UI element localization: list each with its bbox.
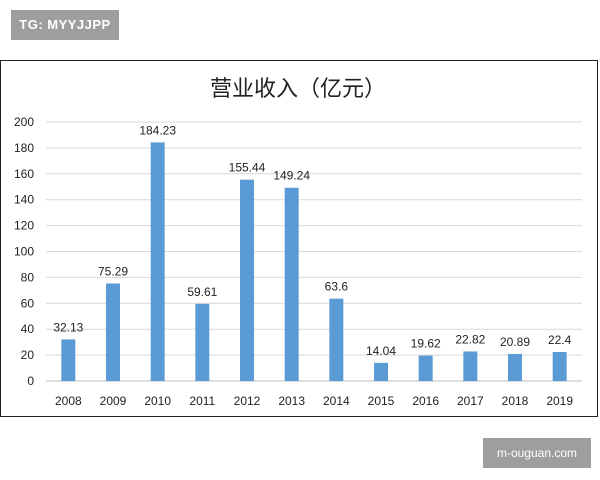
y-tick-label: 160 (14, 167, 34, 181)
y-tick-label: 140 (14, 193, 34, 207)
x-tick-label: 2019 (546, 394, 573, 408)
bar-2010 (150, 142, 165, 381)
watermark-bottom-badge: m-ouguan.com (483, 438, 591, 468)
data-label-2012: 155.44 (229, 161, 266, 175)
y-tick-label: 120 (14, 219, 34, 233)
x-tick-label: 2017 (457, 394, 484, 408)
y-tick-label: 180 (14, 141, 34, 155)
y-tick-label: 40 (21, 322, 35, 336)
data-label-2010: 184.23 (139, 123, 176, 137)
data-label-2011: 59.61 (187, 285, 217, 299)
data-label-2009: 75.29 (98, 264, 128, 278)
x-tick-label: 2015 (368, 394, 395, 408)
x-tick-label: 2012 (234, 394, 261, 408)
bar-2009 (106, 283, 120, 381)
x-tick-label: 2010 (144, 394, 171, 408)
bar-2014 (329, 298, 344, 381)
y-tick-label: 200 (14, 115, 34, 129)
y-tick-label: 0 (27, 374, 34, 388)
y-tick-label: 100 (14, 245, 34, 259)
bar-2018 (508, 353, 522, 381)
watermark-top-badge: TG: MYYJJPP (11, 10, 119, 40)
y-tick-label: 80 (21, 270, 35, 284)
y-axis-ticks: 0 20 40 60 80 100 120 140 160 180 200 (14, 115, 34, 388)
data-label-2018: 20.89 (500, 335, 530, 349)
data-label-2013: 149.24 (273, 169, 310, 183)
bar-2013 (284, 187, 299, 381)
bar-2016 (418, 355, 433, 381)
data-label-2008: 32.13 (53, 320, 83, 334)
data-labels: 32.13 75.29 184.23 59.61 155.44 149.24 63.6 14.… (53, 123, 571, 357)
bar-2015 (374, 362, 388, 381)
x-tick-label: 2011 (189, 394, 215, 408)
data-label-2019: 22.4 (548, 333, 572, 347)
y-tick-label: 20 (21, 348, 35, 362)
data-label-2016: 19.62 (411, 337, 441, 351)
x-tick-label: 2014 (323, 394, 350, 408)
data-label-2015: 14.04 (366, 344, 396, 358)
bar-2008 (61, 339, 76, 381)
bar-2019 (552, 351, 567, 381)
x-axis-ticks: 2008 2009 2010 2011 2012 2013 2014 2015 2016 2017… (55, 394, 573, 408)
chart-title: 营业收入（亿元） (210, 77, 386, 102)
chart-frame (0, 60, 598, 417)
bars (61, 142, 567, 381)
x-tick-label: 2009 (100, 394, 127, 408)
y-tick-label: 60 (21, 296, 35, 310)
x-tick-label: 2008 (55, 394, 82, 408)
x-tick-label: 2018 (502, 394, 529, 408)
grid-lines (46, 121, 582, 382)
bar-2017 (463, 351, 478, 381)
x-tick-label: 2016 (412, 394, 439, 408)
data-label-2014: 63.6 (325, 280, 349, 294)
data-label-2017: 22.82 (455, 332, 485, 346)
x-tick-label: 2013 (278, 394, 305, 408)
bar-2011 (195, 303, 210, 381)
bar-2012 (240, 179, 254, 381)
